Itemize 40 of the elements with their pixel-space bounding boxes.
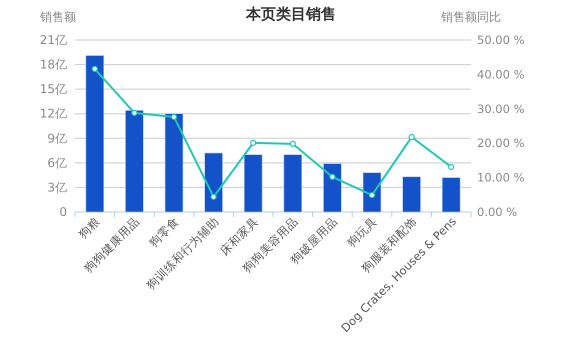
bar [86,55,104,212]
bar [402,176,421,212]
y2-tick-label: 0.00 % [477,205,518,219]
point [448,164,454,170]
y-axis-title: 销售额 [39,10,76,24]
y-tick-label: 0 [59,205,67,219]
y2-tick-label: 40.00 % [477,67,525,82]
bar [323,163,342,212]
bar [125,110,144,212]
y-tick-label: 9亿 [47,131,67,146]
bar [284,154,302,212]
y2-tick-label: 20.00 % [477,136,525,150]
point [131,110,138,116]
bar [164,113,184,212]
y-tick-label: 3亿 [47,180,67,194]
y2-axis-title: 销售额同比 [440,10,501,24]
y2-tick-label: 30.00 % [477,102,525,116]
point [170,114,178,120]
y-tick-label: 15亿 [40,82,67,96]
x-tick-label: 狗零食 [146,214,182,250]
y-tick-label: 6亿 [47,156,67,170]
point [210,194,217,200]
bar [442,177,460,212]
y-tick-label: 18亿 [40,58,67,72]
point [92,66,98,72]
point [329,174,336,180]
point [368,192,376,198]
point [408,134,415,140]
y2-tick-label: 10.00 % [477,170,525,185]
chart-title: 本页类目销售 [245,5,336,23]
point [250,140,256,146]
point [290,140,296,147]
x-tick-label: 狗玩具 [344,214,380,250]
bar [362,172,382,212]
bar [204,152,223,212]
y-tick-label: 12亿 [40,106,67,121]
x-tick-label: 狗粮 [76,214,103,242]
y-tick-label: 21亿 [40,33,67,47]
bar [244,154,262,212]
y2-tick-label: 50.00 % [477,33,525,47]
